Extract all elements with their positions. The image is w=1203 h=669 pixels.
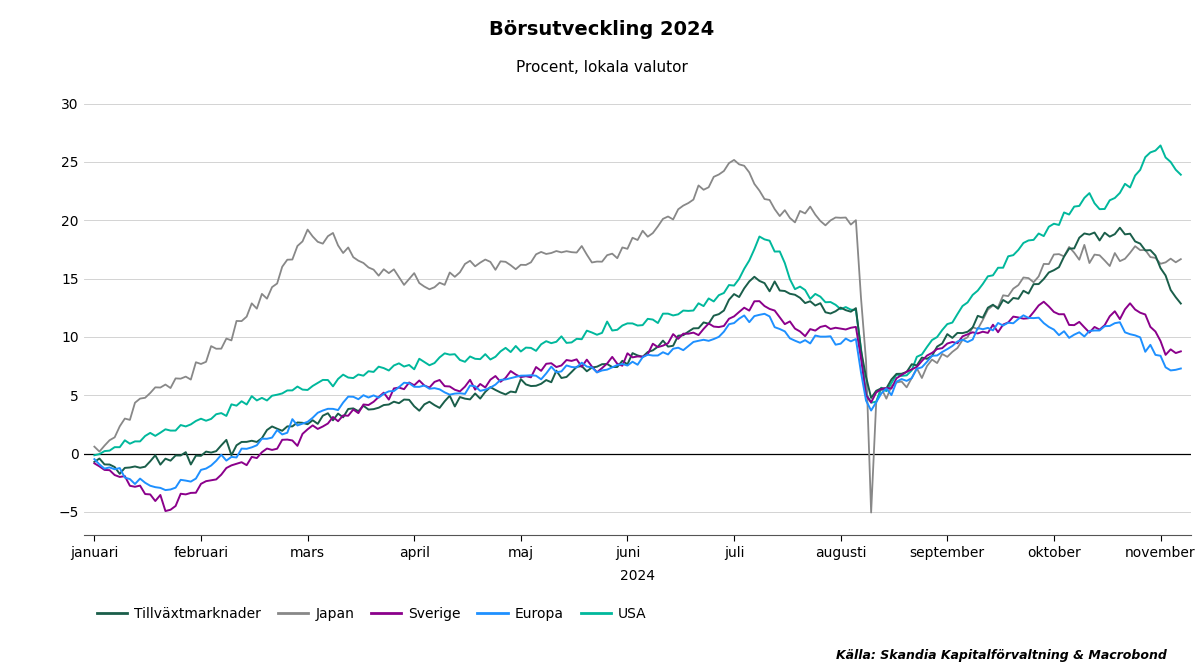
Tillväxtmarknader — [87, 458, 101, 466]
Sverige — [1174, 347, 1189, 355]
Line: Europa: Europa — [94, 314, 1181, 490]
Legend: Tillväxtmarknader, Japan, Sverige, Europa, USA: Tillväxtmarknader, Japan, Sverige, Europ… — [91, 601, 652, 626]
Japan — [864, 508, 878, 516]
Tillväxtmarknader — [113, 470, 128, 478]
Europa — [523, 371, 538, 379]
Line: Tillväxtmarknader: Tillväxtmarknader — [94, 227, 1181, 474]
Sverige — [224, 462, 238, 470]
Japan — [518, 261, 533, 269]
Europa — [87, 455, 101, 463]
USA — [1154, 141, 1168, 149]
Europa — [224, 453, 238, 461]
Japan — [727, 156, 741, 164]
Japan — [148, 383, 162, 391]
Japan — [1174, 255, 1189, 263]
Tillväxtmarknader — [402, 396, 416, 404]
Tillväxtmarknader — [914, 353, 929, 361]
Europa — [1174, 365, 1189, 373]
Text: Börsutveckling 2024: Börsutveckling 2024 — [488, 20, 715, 39]
Sverige — [468, 385, 482, 393]
Text: Procent, lokala valutor: Procent, lokala valutor — [516, 60, 687, 75]
Line: Japan: Japan — [94, 160, 1181, 512]
Sverige — [148, 497, 162, 505]
Sverige — [87, 460, 101, 468]
Tillväxtmarknader — [1113, 223, 1127, 231]
Japan — [920, 362, 935, 370]
USA — [219, 412, 233, 420]
Sverige — [752, 297, 766, 305]
USA — [909, 353, 924, 361]
USA — [397, 363, 411, 371]
Tillväxtmarknader — [468, 389, 482, 397]
Sverige — [920, 352, 935, 360]
Europa — [468, 382, 482, 390]
Line: USA: USA — [94, 145, 1181, 455]
USA — [148, 432, 162, 440]
Japan — [397, 281, 411, 289]
X-axis label: 2024: 2024 — [620, 569, 656, 583]
USA — [463, 353, 478, 361]
USA — [1174, 171, 1189, 179]
USA — [87, 451, 101, 459]
Europa — [920, 358, 935, 366]
Japan — [87, 443, 101, 451]
Tillväxtmarknader — [1174, 300, 1189, 308]
Text: Källa: Skandia Kapitalförvaltning & Macrobond: Källa: Skandia Kapitalförvaltning & Macr… — [836, 650, 1167, 662]
Europa — [148, 483, 162, 491]
USA — [518, 344, 533, 352]
Europa — [758, 310, 772, 318]
Line: Sverige: Sverige — [94, 301, 1181, 511]
Tillväxtmarknader — [224, 452, 238, 460]
Japan — [463, 257, 478, 265]
Sverige — [402, 379, 416, 387]
Tillväxtmarknader — [153, 460, 167, 468]
Europa — [402, 379, 416, 387]
Tillväxtmarknader — [523, 382, 538, 390]
Sverige — [159, 507, 173, 515]
Europa — [159, 486, 173, 494]
Sverige — [523, 373, 538, 381]
Japan — [219, 334, 233, 343]
